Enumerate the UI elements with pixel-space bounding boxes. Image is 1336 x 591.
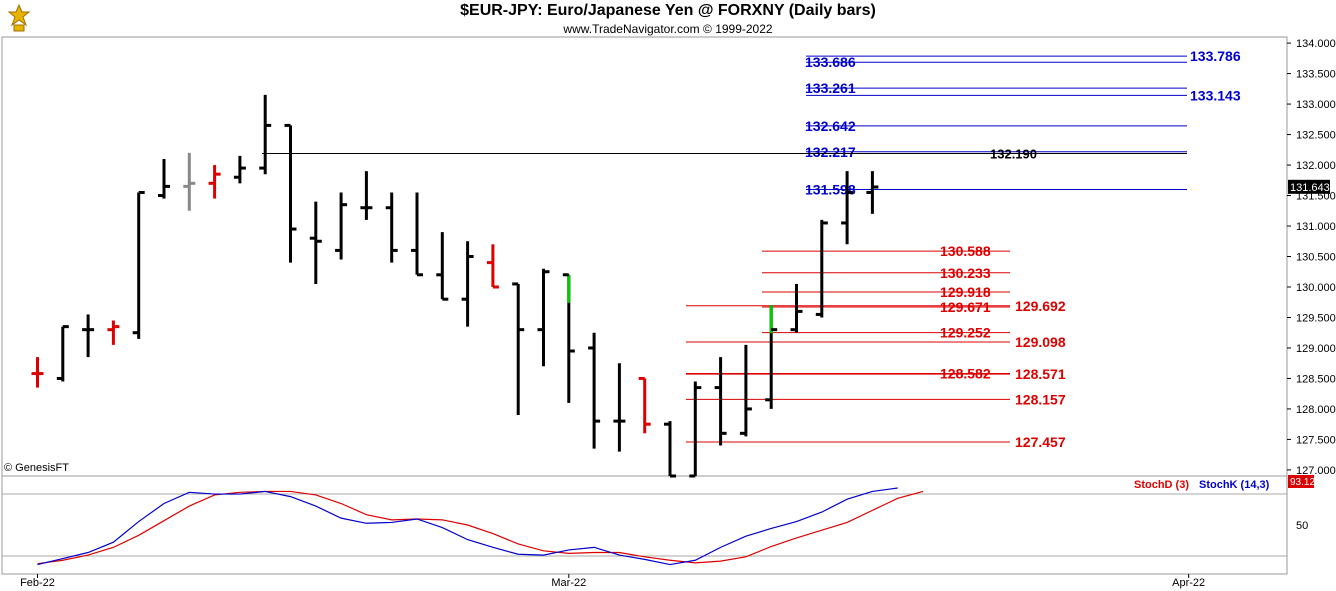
fib-level-label: 133.261 <box>805 80 856 96</box>
fib-level-label: 129.692 <box>1015 298 1066 314</box>
ohlc-bar[interactable] <box>714 357 727 446</box>
ohlc-bar[interactable] <box>537 268 550 367</box>
y-tick-label: 133.500 <box>1296 69 1336 81</box>
ohlc-bar[interactable] <box>31 357 44 388</box>
ohlc-bar[interactable] <box>360 171 373 220</box>
fib-level-label: 130.233 <box>940 265 991 281</box>
fib-level-label: 129.098 <box>1015 334 1066 350</box>
ohlc-bar[interactable] <box>132 190 145 339</box>
chart-subtitle: www.TradeNavigator.com © 1999-2022 <box>563 22 773 36</box>
fib-level-label: 133.686 <box>805 54 856 70</box>
fib-level-label: 132.217 <box>805 144 856 160</box>
stoch-line-k <box>37 487 898 566</box>
ohlc-bar[interactable] <box>436 232 449 301</box>
fib-level-label: 130.588 <box>940 243 991 259</box>
ohlc-bar[interactable] <box>512 282 525 416</box>
last-price-tag <box>1288 179 1330 194</box>
y-tick-label: 133.000 <box>1296 99 1336 111</box>
y-tick-label: 134.000 <box>1296 38 1336 50</box>
ohlc-bar[interactable] <box>638 376 651 434</box>
stoch-line-d <box>37 490 924 565</box>
ohlc-bar[interactable] <box>183 152 196 211</box>
x-tick-label: Mar-22 <box>551 577 586 589</box>
ohlc-bar[interactable] <box>841 171 854 245</box>
ohlc-bar[interactable] <box>664 421 676 478</box>
trading-robot-logo-icon[interactable] <box>4 3 34 33</box>
fib-level-label: 129.918 <box>940 284 991 300</box>
stoch-last-value-label: 93.12 <box>1290 477 1315 488</box>
ohlc-bar[interactable] <box>284 123 297 263</box>
ohlc-bar[interactable] <box>790 283 803 333</box>
x-tick-label: Feb-22 <box>20 577 55 589</box>
copyright-label: © GenesisFT <box>4 462 69 474</box>
stochd-legend-label: StochD (3) <box>1134 479 1189 491</box>
y-tick-label: 128.500 <box>1296 373 1336 385</box>
fib-level-label: 127.457 <box>1015 434 1066 450</box>
stoch-plot-frame <box>1 475 1288 575</box>
x-tick-label: Apr-22 <box>1172 577 1205 589</box>
y-tick-label: 132.000 <box>1296 160 1336 172</box>
ohlc-bar[interactable] <box>259 94 272 175</box>
ohlc-bar[interactable] <box>158 158 170 199</box>
y-tick-label: 131.000 <box>1296 221 1336 233</box>
fib-level-label: 128.571 <box>1015 366 1066 382</box>
ohlc-bar[interactable] <box>56 325 69 382</box>
y-tick-label: 127.500 <box>1296 434 1336 446</box>
ohlc-bar[interactable] <box>866 171 879 214</box>
stochk-legend-label: StochK (14,3) <box>1199 479 1270 491</box>
y-tick-label: 130.500 <box>1296 252 1336 264</box>
fib-level-label: 129.252 <box>940 325 991 341</box>
fib-level-label: 128.157 <box>1015 391 1066 407</box>
ohlc-bar[interactable] <box>739 344 752 437</box>
ohlc-bar[interactable] <box>411 192 423 277</box>
fib-level-label: 131.598 <box>805 182 856 198</box>
ohlc-bar[interactable] <box>233 155 246 184</box>
fib-level-label: 129.671 <box>940 299 991 315</box>
ohlc-bar[interactable] <box>385 192 398 263</box>
last-price-label: 131.643 <box>1290 182 1330 194</box>
y-tick-label: 129.000 <box>1296 343 1336 355</box>
ohlc-bar[interactable] <box>208 165 221 199</box>
fib-level-label: 132.642 <box>805 118 856 134</box>
fib-level-label: 133.786 <box>1190 48 1241 64</box>
ohlc-bar[interactable] <box>815 219 828 318</box>
ohlc-bar[interactable] <box>562 273 575 403</box>
ohlc-bar[interactable] <box>613 363 626 452</box>
y-tick-label: 127.000 <box>1296 465 1336 477</box>
ohlc-bar[interactable] <box>107 320 120 345</box>
ohlc-bar[interactable] <box>461 241 474 327</box>
chart-title: $EUR-JPY: Euro/Japanese Yen @ FORXNY (Da… <box>460 2 876 19</box>
fib-level-label: 128.582 <box>940 365 991 381</box>
y-tick-label: 130.000 <box>1296 282 1336 294</box>
ohlc-bar[interactable] <box>588 332 601 449</box>
stoch-last-value-tag <box>1288 475 1314 488</box>
y-tick-label: 128.000 <box>1296 404 1336 416</box>
stoch-y-tick-label: 50 <box>1296 520 1308 532</box>
y-tick-label: 129.500 <box>1296 312 1336 324</box>
fib-level-label: 133.143 <box>1190 87 1241 103</box>
ohlc-bar[interactable] <box>765 305 778 409</box>
ohlc-bar[interactable] <box>335 192 348 260</box>
y-tick-label: 132.500 <box>1296 130 1336 142</box>
ohlc-bar[interactable] <box>309 201 322 284</box>
ohlc-bar[interactable] <box>486 244 499 289</box>
fib-level-label: 132.190 <box>990 146 1037 161</box>
ohlc-bar[interactable] <box>82 314 95 358</box>
ohlc-bar[interactable] <box>689 381 702 478</box>
